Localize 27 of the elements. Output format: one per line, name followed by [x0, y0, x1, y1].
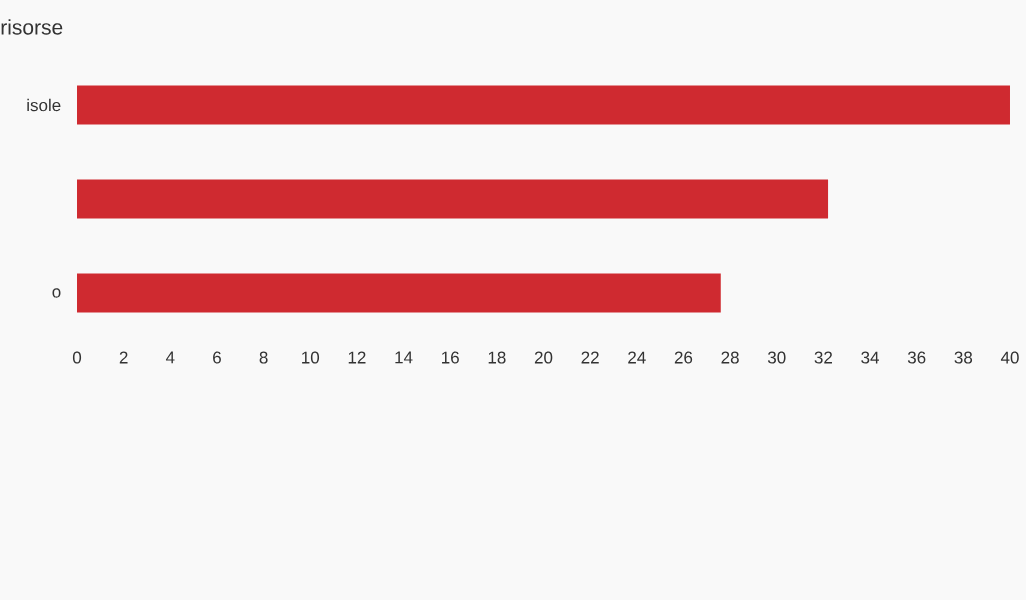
x-tick-label: 4 — [165, 351, 175, 364]
x-tick-label: 30 — [767, 351, 786, 364]
x-tick-label: 2 — [119, 351, 128, 364]
x-tick-label: 26 — [674, 351, 693, 364]
x-tick-label: 16 — [442, 351, 459, 364]
x-tick-label: 32 — [814, 351, 832, 364]
x-tick-label: 18 — [488, 351, 506, 364]
x-tick-label: 0 — [72, 351, 82, 364]
x-tick-label: 34 — [861, 351, 879, 364]
bar — [77, 179, 829, 219]
x-tick-label: 36 — [907, 351, 926, 364]
x-tick-label: 14 — [395, 351, 413, 364]
x-tick-label: 6 — [213, 351, 221, 364]
x-tick-label: 10 — [302, 351, 320, 364]
x-tick-label: 24 — [628, 351, 646, 364]
x-tick-label: 8 — [259, 351, 268, 364]
bar — [77, 85, 1010, 125]
chart-title: risorse — [1, 19, 63, 35]
x-tick-label: 12 — [348, 351, 366, 364]
bar — [77, 273, 721, 313]
y-tick-label: o — [52, 288, 61, 298]
x-tick-label: 40 — [1000, 351, 1019, 364]
x-tick-label: 38 — [954, 351, 973, 364]
x-tick-label: 20 — [534, 351, 553, 364]
x-tick-label: 22 — [581, 351, 599, 364]
x-tick-label: 28 — [721, 351, 739, 364]
y-tick-label: isole — [27, 98, 61, 112]
